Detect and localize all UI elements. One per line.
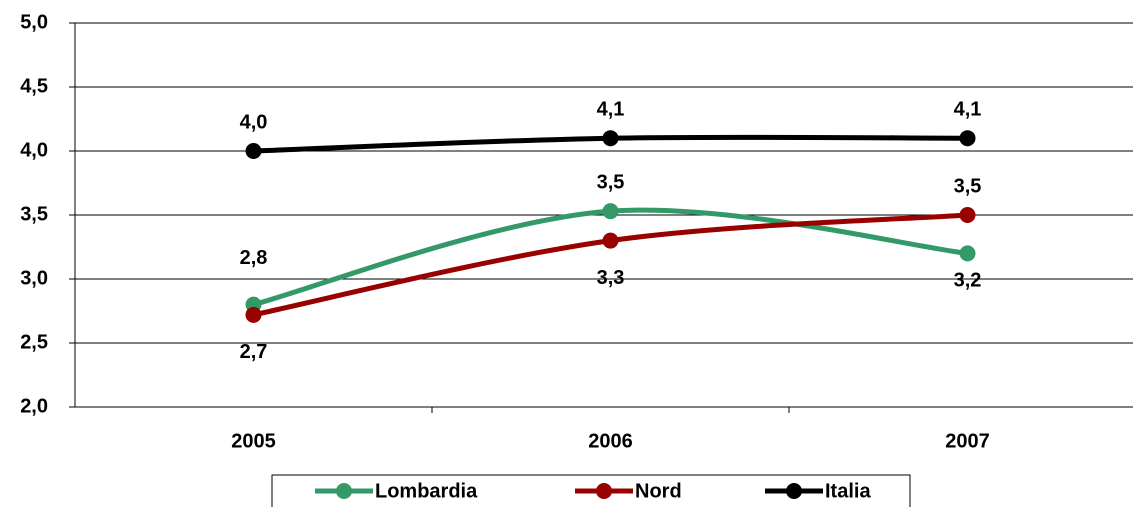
data-label: 2,7	[240, 341, 268, 363]
data-point	[959, 207, 976, 223]
data-point	[959, 130, 976, 147]
y-tick-label: 2,0	[20, 395, 48, 417]
data-label: 3,5	[597, 171, 625, 193]
y-tick-label: 4,5	[20, 75, 48, 97]
y-tick-label: 4,0	[20, 139, 48, 161]
x-tick-label: 2006	[588, 430, 633, 452]
data-point	[245, 306, 262, 323]
data-label: 3,3	[597, 267, 625, 289]
data-label: 4,0	[240, 111, 268, 133]
series-line	[252, 212, 968, 318]
data-label: 4,1	[954, 98, 982, 120]
data-label: 3,2	[954, 270, 982, 292]
legend-marker	[336, 483, 352, 499]
legend-label: Italia	[825, 480, 871, 502]
legend-label: Nord	[635, 480, 682, 502]
y-tick-label: 5,0	[20, 11, 48, 33]
data-label: 3,5	[954, 175, 982, 197]
y-tick-label: 2,5	[20, 331, 48, 353]
legend-marker	[786, 483, 802, 499]
y-tick-label: 3,5	[20, 203, 48, 225]
legend-label: Lombardia	[375, 480, 478, 502]
x-tick-label: 2005	[231, 430, 276, 452]
data-point	[602, 130, 619, 147]
data-label: 2,8	[240, 247, 268, 269]
x-tick-label: 2007	[945, 430, 990, 452]
data-label: 4,1	[597, 98, 625, 120]
data-point	[602, 203, 619, 220]
data-point	[959, 245, 976, 262]
data-point	[602, 232, 619, 249]
data-point	[245, 143, 262, 159]
y-tick-label: 3,0	[20, 267, 48, 289]
legend-marker	[596, 483, 612, 499]
